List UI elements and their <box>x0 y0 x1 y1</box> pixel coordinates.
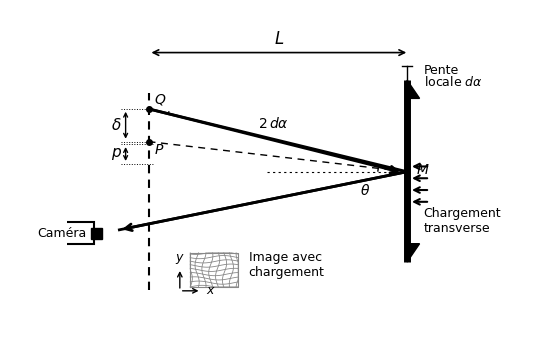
Text: locale $d\alpha$: locale $d\alpha$ <box>424 75 483 89</box>
Text: $p$: $p$ <box>111 146 122 162</box>
Text: $L$: $L$ <box>274 30 284 48</box>
Polygon shape <box>407 80 420 98</box>
Polygon shape <box>407 244 420 262</box>
Text: $Q$: $Q$ <box>154 92 166 107</box>
Text: $2\,d\alpha$: $2\,d\alpha$ <box>258 116 289 131</box>
Text: Image avec
chargement: Image avec chargement <box>249 251 324 279</box>
Text: $x$: $x$ <box>206 284 215 297</box>
Text: Caméra: Caméra <box>38 227 87 240</box>
Text: Chargement
transverse: Chargement transverse <box>424 207 501 235</box>
Text: $M$: $M$ <box>416 164 430 177</box>
Text: $y$: $y$ <box>175 252 185 266</box>
Text: $\theta$: $\theta$ <box>360 184 371 199</box>
FancyBboxPatch shape <box>34 222 94 244</box>
Text: $\delta$: $\delta$ <box>111 117 122 133</box>
Text: Pente: Pente <box>424 64 459 78</box>
Text: $P$: $P$ <box>154 143 164 157</box>
FancyBboxPatch shape <box>91 228 102 239</box>
